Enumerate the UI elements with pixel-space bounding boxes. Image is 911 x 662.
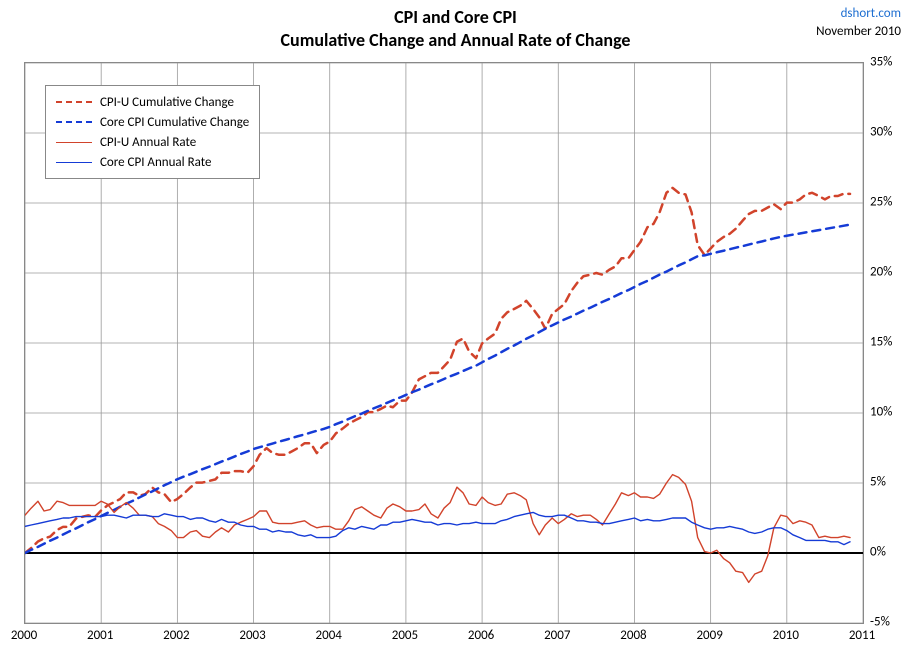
y-tick-label: 25% (870, 195, 892, 210)
legend-swatch-icon (56, 101, 92, 103)
x-tick-label: 2006 (468, 628, 494, 643)
x-tick-label: 2009 (696, 628, 722, 643)
y-tick-label: 30% (870, 125, 892, 140)
x-tick-label: 2005 (392, 628, 418, 643)
legend-label: Core CPI Cumulative Change (100, 115, 249, 130)
y-tick-label: 0% (870, 545, 886, 560)
legend-item: CPI-U Annual Rate (56, 132, 249, 152)
data-series (25, 188, 850, 553)
chart-title: CPI and Core CPI Cumulative Change and A… (0, 6, 911, 51)
title-line-2: Cumulative Change and Annual Rate of Cha… (0, 29, 911, 52)
y-tick-label: -5% (870, 615, 890, 630)
legend-item: Core CPI Annual Rate (56, 152, 249, 172)
date-label: November 2010 (816, 24, 901, 39)
y-tick-label: 5% (870, 475, 886, 490)
x-axis-labels: 2000200120022003200420052006200720082009… (24, 628, 862, 648)
data-series (25, 225, 850, 553)
x-tick-label: 2011 (849, 628, 875, 643)
legend-label: CPI-U Annual Rate (100, 135, 196, 150)
chart-container: CPI and Core CPI Cumulative Change and A… (0, 0, 911, 662)
legend-label: CPI-U Cumulative Change (100, 95, 234, 110)
title-line-1: CPI and Core CPI (0, 6, 911, 29)
legend-item: Core CPI Cumulative Change (56, 112, 249, 132)
x-tick-label: 2008 (620, 628, 646, 643)
plot-area: CPI-U Cumulative Change Core CPI Cumulati… (24, 62, 864, 624)
y-tick-label: 15% (870, 335, 892, 350)
legend-item: CPI-U Cumulative Change (56, 92, 249, 112)
legend-swatch-icon (56, 162, 92, 163)
x-tick-label: 2001 (87, 628, 113, 643)
x-tick-label: 2007 (544, 628, 570, 643)
legend-swatch-icon (56, 142, 92, 143)
x-tick-label: 2004 (316, 628, 342, 643)
y-tick-label: 35% (870, 55, 892, 70)
x-tick-label: 2000 (11, 628, 37, 643)
legend-label: Core CPI Annual Rate (100, 155, 211, 170)
x-tick-label: 2010 (773, 628, 799, 643)
x-tick-label: 2003 (239, 628, 265, 643)
legend: CPI-U Cumulative Change Core CPI Cumulati… (45, 85, 260, 179)
source-label: dshort.com (841, 6, 901, 21)
y-tick-label: 10% (870, 405, 892, 420)
legend-swatch-icon (56, 121, 92, 123)
y-axis-labels: -5%0%5%10%15%20%25%30%35% (870, 62, 910, 622)
y-tick-label: 20% (870, 265, 892, 280)
x-tick-label: 2002 (163, 628, 189, 643)
